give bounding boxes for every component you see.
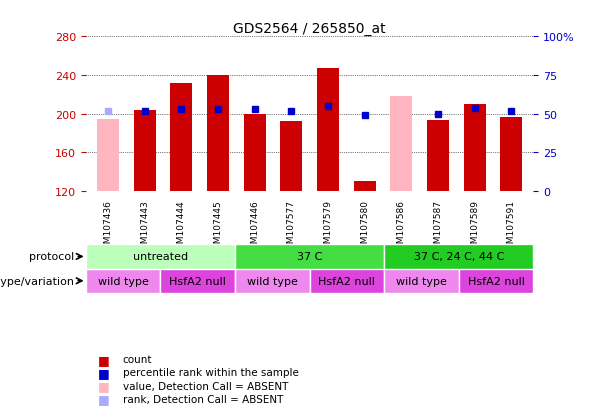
- Text: HsfA2 null: HsfA2 null: [468, 276, 525, 286]
- Text: genotype/variation: genotype/variation: [0, 276, 75, 286]
- Text: ■: ■: [98, 392, 110, 406]
- Text: 37 C: 37 C: [297, 252, 322, 262]
- Bar: [310, 269, 384, 293]
- Text: GSM107586: GSM107586: [397, 199, 406, 254]
- Text: GSM107445: GSM107445: [213, 199, 223, 254]
- Bar: [354, 182, 376, 192]
- Text: HsfA2 null: HsfA2 null: [169, 276, 226, 286]
- Text: GSM107436: GSM107436: [104, 199, 112, 254]
- Text: GSM107591: GSM107591: [507, 199, 516, 254]
- Text: wild type: wild type: [396, 276, 447, 286]
- Bar: [86, 269, 161, 293]
- Text: protocol: protocol: [29, 252, 75, 262]
- Text: GSM107579: GSM107579: [324, 199, 332, 254]
- Bar: [280, 122, 302, 192]
- Text: value, Detection Call = ABSENT: value, Detection Call = ABSENT: [123, 381, 288, 391]
- Text: wild type: wild type: [247, 276, 298, 286]
- Text: GSM107446: GSM107446: [250, 199, 259, 254]
- Text: ■: ■: [98, 379, 110, 392]
- Text: GSM107589: GSM107589: [470, 199, 479, 254]
- Text: count: count: [123, 354, 152, 364]
- Text: GSM107577: GSM107577: [287, 199, 295, 254]
- Bar: [86, 244, 235, 269]
- Text: wild type: wild type: [97, 276, 148, 286]
- Bar: [317, 69, 339, 192]
- Bar: [243, 114, 265, 192]
- Text: GSM107587: GSM107587: [433, 199, 443, 254]
- Bar: [500, 117, 522, 192]
- Title: GDS2564 / 265850_at: GDS2564 / 265850_at: [234, 22, 386, 36]
- Text: ■: ■: [98, 366, 110, 379]
- Bar: [384, 244, 533, 269]
- Bar: [384, 269, 459, 293]
- Text: untreated: untreated: [133, 252, 188, 262]
- Bar: [170, 83, 192, 192]
- Text: percentile rank within the sample: percentile rank within the sample: [123, 368, 299, 377]
- Bar: [463, 105, 485, 192]
- Bar: [390, 97, 413, 192]
- Bar: [235, 244, 384, 269]
- Bar: [161, 269, 235, 293]
- Text: GSM107580: GSM107580: [360, 199, 369, 254]
- Bar: [235, 269, 310, 293]
- Bar: [134, 111, 156, 192]
- Text: 37 C, 24 C, 44 C: 37 C, 24 C, 44 C: [414, 252, 504, 262]
- Bar: [97, 119, 119, 192]
- Text: ■: ■: [98, 353, 110, 366]
- Text: GSM107444: GSM107444: [177, 199, 186, 254]
- Text: GSM107443: GSM107443: [140, 199, 149, 254]
- Bar: [207, 76, 229, 192]
- Text: rank, Detection Call = ABSENT: rank, Detection Call = ABSENT: [123, 394, 283, 404]
- Bar: [459, 269, 533, 293]
- Text: HsfA2 null: HsfA2 null: [318, 276, 375, 286]
- Bar: [427, 120, 449, 192]
